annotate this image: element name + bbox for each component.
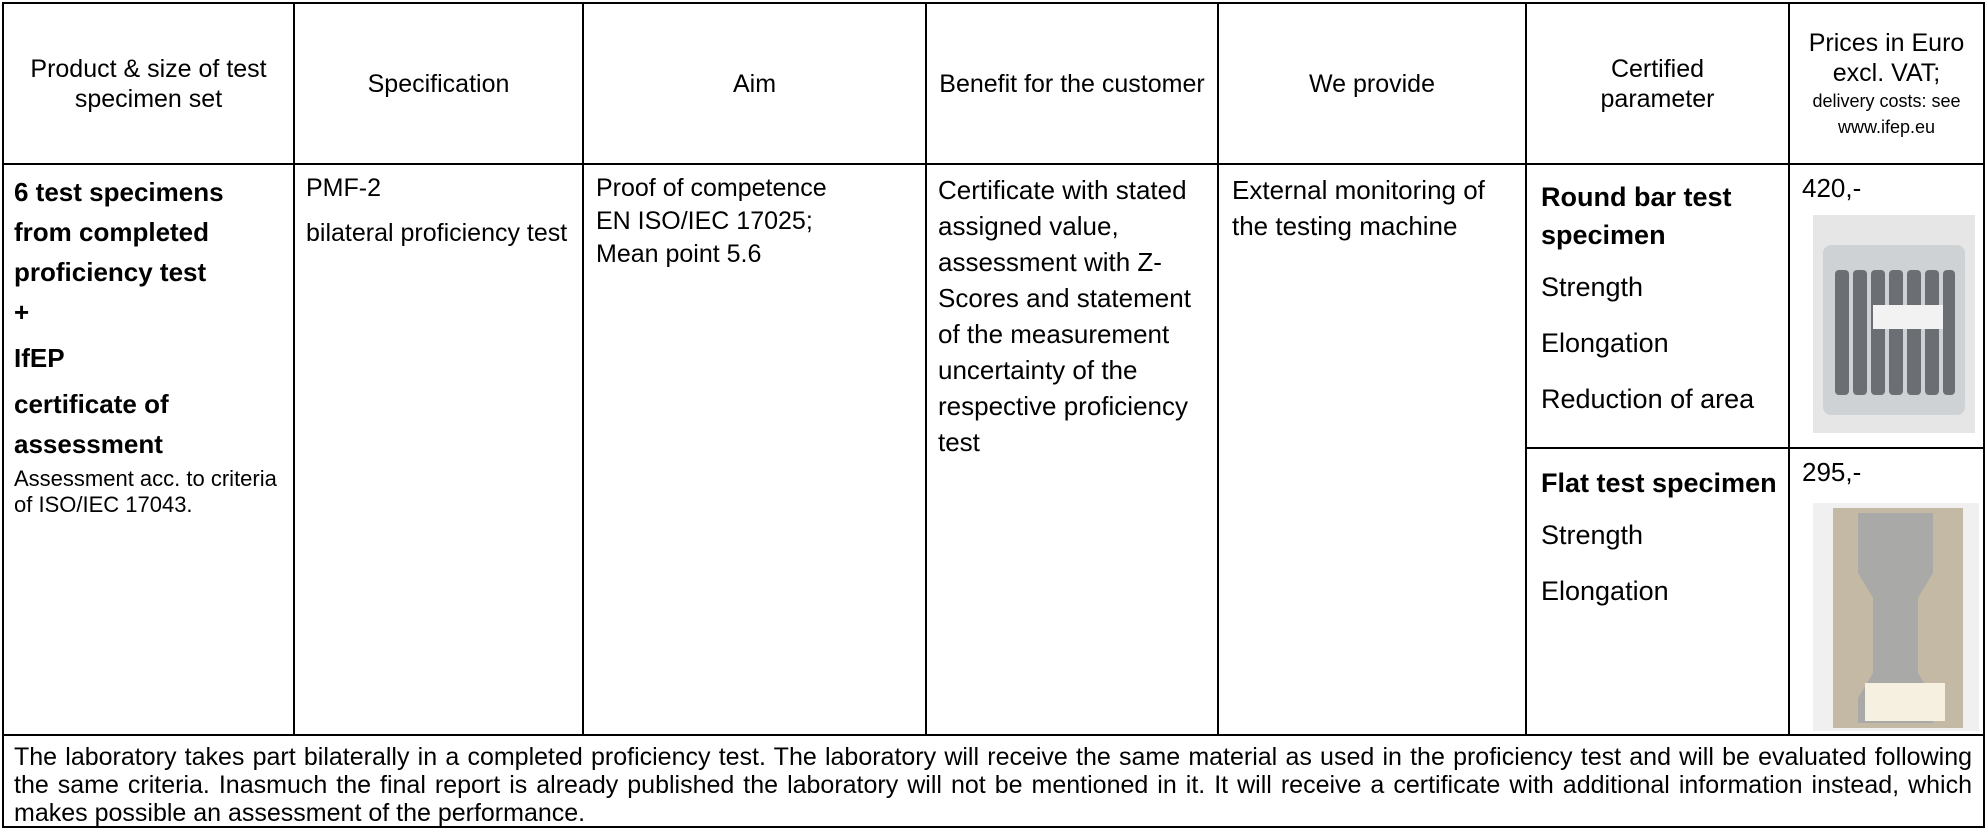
benefit-cell: Certificate with stated assigned value, … xyxy=(938,172,1212,460)
aim-text: EN ISO/IEC 17025; xyxy=(596,207,813,235)
border xyxy=(1525,2,1527,736)
border xyxy=(582,2,584,736)
product-cell: 6 test specimens from completed proficie… xyxy=(14,172,286,518)
product-text: certificate of assessment xyxy=(14,389,169,459)
header-cell: We provide xyxy=(1219,4,1525,163)
border xyxy=(2,826,1985,828)
border xyxy=(1525,447,1985,449)
item-name: Flat test specimen xyxy=(1541,468,1777,498)
product-text: + xyxy=(14,297,30,327)
flat-specimen-photo xyxy=(1813,503,1979,731)
aim-cell: Proof of competence EN ISO/IEC 17025; Me… xyxy=(596,172,916,271)
product-text: 6 test specimens from completed proficie… xyxy=(14,177,224,287)
header-text: Specification xyxy=(367,69,510,98)
header-cell: Aim xyxy=(584,4,925,163)
specification-cell: PMF-2 bilateral proficiency test xyxy=(306,172,576,250)
header-note: delivery costs: see www.ifep.eu xyxy=(1812,90,1961,137)
spec-text: PMF-2 xyxy=(306,174,381,202)
parameter: Elongation xyxy=(1541,328,1669,358)
border xyxy=(2,163,1985,165)
header-cell: Benefit for the customer xyxy=(927,4,1217,163)
provide-text: External monitoring of the testing machi… xyxy=(1232,175,1485,241)
header-cell: Certified parameter xyxy=(1527,4,1788,163)
footer-paragraph: The laboratory takes part bilaterally in… xyxy=(14,743,1972,827)
header-cell: Product & size of test specimen set xyxy=(4,4,293,163)
parameter-cell: Round bar test specimen Strength Elongat… xyxy=(1541,178,1786,418)
aim-text: Proof of competence xyxy=(596,174,827,202)
parameter: Strength xyxy=(1541,272,1644,302)
price: 420,- xyxy=(1802,173,1862,203)
parameter-cell: Flat test specimen Strength Elongation xyxy=(1541,464,1786,610)
border xyxy=(1788,2,1790,736)
header-cell: Specification xyxy=(295,4,582,163)
item-name: Round bar test specimen xyxy=(1541,182,1732,250)
border xyxy=(293,2,295,736)
header-text: Benefit for the customer xyxy=(939,69,1205,98)
round-bar-photo xyxy=(1813,215,1975,433)
header-cell: Prices in Euro excl. VAT; delivery costs… xyxy=(1790,4,1983,163)
header-text: Aim xyxy=(732,69,777,98)
aim-text: Mean point 5.6 xyxy=(596,240,762,268)
provide-cell: External monitoring of the testing machi… xyxy=(1232,172,1517,244)
footer-text: The laboratory takes part bilaterally in… xyxy=(14,743,1972,827)
header-text: Prices in Euro excl. VAT; xyxy=(1808,28,1965,87)
border xyxy=(2,734,1985,736)
border xyxy=(2,2,1985,4)
border xyxy=(1983,2,1985,828)
parameter: Reduction of area xyxy=(1541,384,1755,414)
parameter: Elongation xyxy=(1541,576,1669,606)
border xyxy=(2,2,4,828)
parameter: Strength xyxy=(1541,520,1644,550)
benefit-text: Certificate with stated assigned value, … xyxy=(938,175,1191,457)
border xyxy=(1217,2,1219,736)
spec-text: bilateral proficiency test xyxy=(306,219,568,247)
header-text: Product & size of test specimen set xyxy=(30,54,267,113)
product-note: Assessment acc. to criteria of ISO/IEC 1… xyxy=(14,466,277,517)
price: 295,- xyxy=(1802,457,1862,487)
product-text: IfEP xyxy=(14,343,65,373)
header-text: Certified parameter xyxy=(1600,54,1715,113)
border xyxy=(925,2,927,736)
header-text: We provide xyxy=(1309,69,1435,98)
